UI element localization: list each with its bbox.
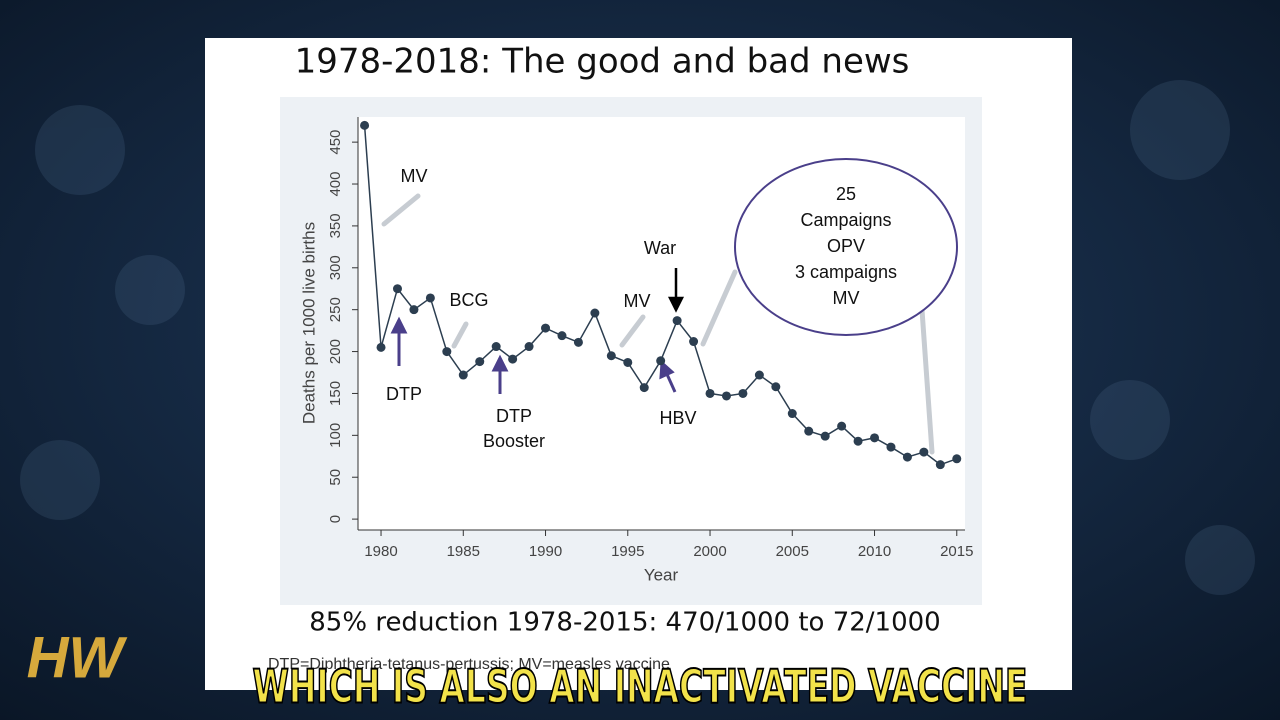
data-point — [771, 382, 781, 392]
data-point — [886, 442, 896, 452]
data-point — [902, 452, 912, 462]
data-point — [541, 323, 551, 333]
y-tick-label: 50 — [327, 469, 344, 486]
y-tick-label: 200 — [327, 339, 344, 364]
data-point — [721, 391, 731, 401]
data-point — [919, 447, 929, 457]
x-axis-label: Year — [644, 565, 679, 584]
data-point — [853, 436, 863, 446]
annotation: OPV — [827, 236, 865, 256]
subtitle: 85% reduction 1978-2015: 470/1000 to 72/… — [309, 608, 940, 638]
y-tick-label: 0 — [327, 515, 344, 523]
data-point — [623, 357, 633, 367]
slide-title: 1978-2018: The good and bad news — [295, 42, 910, 82]
y-tick-label: 100 — [327, 423, 344, 448]
data-point — [656, 356, 666, 366]
data-point — [820, 431, 830, 441]
data-point — [392, 284, 402, 294]
y-tick-label: 400 — [327, 172, 344, 197]
data-point — [491, 342, 501, 352]
data-point — [590, 308, 600, 318]
data-point — [360, 120, 370, 130]
data-point — [376, 342, 386, 352]
data-point — [754, 370, 764, 380]
data-point — [870, 433, 880, 443]
data-point — [804, 426, 814, 436]
data-point — [787, 409, 797, 419]
data-point — [557, 331, 567, 341]
y-tick-label: 250 — [327, 297, 344, 322]
vaccine-arrows — [390, 316, 677, 394]
data-point — [409, 305, 419, 315]
y-tick-label: 150 — [327, 381, 344, 406]
annotation: 3 campaigns — [795, 262, 897, 282]
annotation: 25 — [836, 184, 856, 204]
annotation: BCG — [449, 290, 488, 310]
data-point — [639, 383, 649, 393]
data-point — [952, 454, 962, 464]
annotation: DTP — [496, 406, 532, 426]
annotation: Booster — [483, 431, 545, 451]
y-tick-label: 350 — [327, 213, 344, 238]
data-point — [837, 421, 847, 431]
bokeh — [20, 80, 1255, 595]
data-point — [935, 460, 945, 470]
x-tick-label: 2005 — [776, 543, 809, 560]
data-point — [458, 370, 468, 380]
x-tick-label: 1985 — [447, 543, 480, 560]
campaign-circle — [734, 158, 958, 336]
footnote: DTP=Diphtheria-tetanus-pertussis; MV=mea… — [268, 656, 670, 673]
annotation: DTP — [386, 384, 422, 404]
x-tick-label: 2000 — [693, 543, 726, 560]
logo: HW — [27, 625, 128, 690]
annotation: MV — [624, 291, 651, 311]
x-tick-label: 1990 — [529, 543, 562, 560]
data-point — [689, 337, 699, 347]
x-tick-label: 1980 — [364, 543, 397, 560]
annotation: MV — [833, 288, 860, 308]
annotation: HBV — [659, 408, 696, 428]
annotation: Campaigns — [800, 210, 891, 230]
y-tick-label: 450 — [327, 130, 344, 155]
data-point — [475, 357, 485, 367]
video-caption: WHICH IS ALSO AN INACTIVATED VACCINE — [253, 660, 1028, 714]
x-tick-label: 2010 — [858, 543, 891, 560]
y-axis-label: Deaths per 1000 live births — [299, 222, 318, 424]
callout-arrows — [381, 193, 935, 455]
x-tick-label: 1995 — [611, 543, 644, 560]
war-arrow — [667, 268, 685, 313]
annotation: MV — [401, 166, 428, 186]
data-point — [442, 347, 452, 357]
data-point — [573, 337, 583, 347]
data-point — [705, 388, 715, 398]
data-point — [738, 388, 748, 398]
x-tick-label: 2015 — [940, 543, 973, 560]
data-point — [425, 293, 435, 303]
data-point — [508, 354, 518, 364]
y-tick-label: 300 — [327, 255, 344, 280]
data-point — [524, 342, 534, 352]
data-point — [606, 351, 616, 361]
data-point — [672, 316, 682, 326]
annotation: War — [644, 238, 676, 258]
